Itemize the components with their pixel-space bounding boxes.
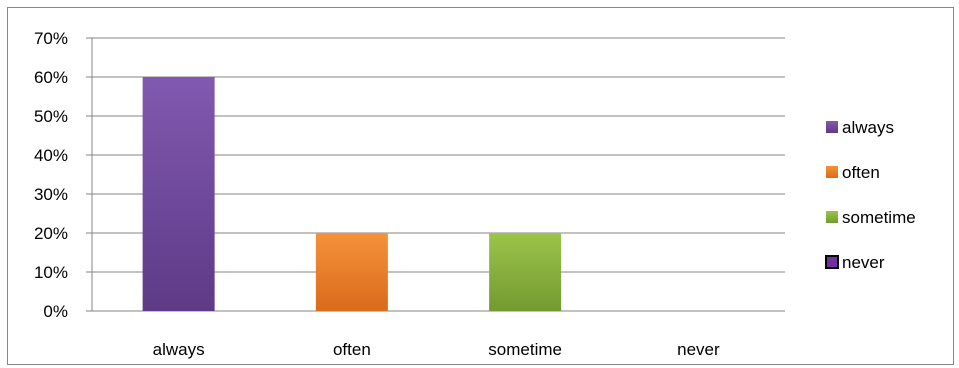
x-tick-label: never (677, 340, 720, 359)
y-tick-label: 30% (34, 185, 68, 204)
y-tick-label: 40% (34, 146, 68, 165)
legend-label: often (842, 163, 880, 182)
x-tick-label: often (333, 340, 371, 359)
bars (142, 77, 562, 311)
y-tick-label: 10% (34, 263, 68, 282)
bar-sometime (489, 233, 562, 311)
x-tick-label: sometime (488, 340, 562, 359)
legend-swatch-always (826, 121, 838, 133)
x-axis-ticks: always often sometime never (153, 340, 720, 359)
x-tick-label: always (153, 340, 205, 359)
y-axis-ticks: 0% 10% 20% 30% 40% 50% 60% 70% (34, 29, 68, 321)
bar-often (315, 233, 388, 311)
legend: always often sometime never (825, 118, 916, 272)
legend-label: always (842, 118, 894, 137)
y-tick-label: 0% (43, 302, 68, 321)
legend-swatch-sometime (826, 211, 838, 223)
legend-swatch-never (825, 255, 839, 269)
y-tick-label: 20% (34, 224, 68, 243)
y-tick-label: 70% (34, 29, 68, 48)
legend-label: sometime (842, 208, 916, 227)
y-tick-label: 50% (34, 107, 68, 126)
legend-label: never (842, 253, 885, 272)
legend-swatch-often (826, 166, 838, 178)
y-tick-label: 60% (34, 68, 68, 87)
bar-always (142, 77, 215, 311)
